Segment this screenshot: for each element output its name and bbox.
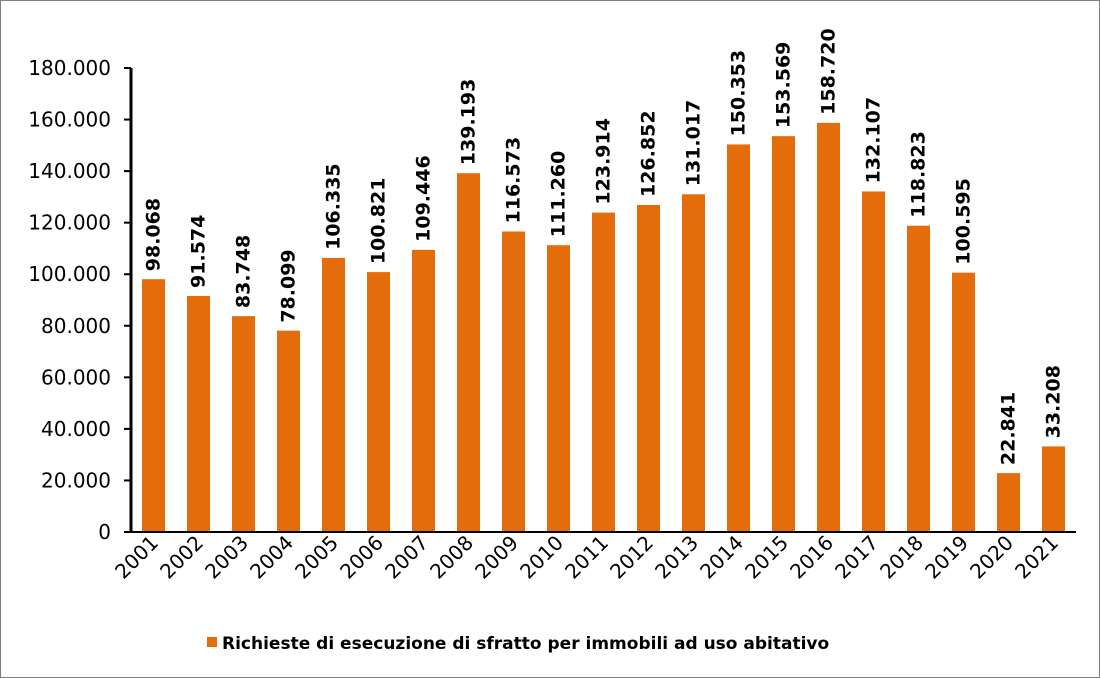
data-label: 158.720 [818, 28, 840, 115]
x-tick-label: 2009 [470, 531, 523, 584]
data-label: 100.595 [953, 178, 975, 265]
y-tick-label: 120.000 [28, 211, 111, 235]
data-label: 91.574 [188, 215, 210, 288]
data-label: 118.823 [908, 131, 930, 218]
y-tick-label: 180.000 [28, 56, 111, 80]
x-tick-label: 2019 [920, 531, 973, 584]
data-label: 139.193 [458, 79, 480, 166]
bar [637, 205, 660, 533]
bar [277, 330, 300, 532]
data-label: 153.569 [773, 42, 795, 129]
y-tick-label: 20.000 [41, 468, 111, 492]
bar [1042, 446, 1065, 532]
bar [187, 295, 210, 532]
y-tick-label: 60.000 [41, 365, 111, 389]
data-labels: 98.068 91.574 83.748 78.099 106.335 100.821 10… [143, 28, 1065, 465]
x-tick-label: 2021 [1010, 531, 1063, 584]
data-label: 131.017 [683, 100, 705, 187]
x-tick-label: 2003 [200, 531, 253, 584]
data-label: 98.068 [143, 198, 165, 271]
data-label: 100.821 [368, 178, 390, 265]
y-tick-label: 160.000 [28, 108, 111, 132]
bar [682, 194, 705, 533]
data-label: 150.353 [728, 50, 750, 137]
x-axis-tick-labels: 2001200220032004200520062007200820092010… [110, 531, 1063, 584]
bar [457, 173, 480, 532]
legend: Richieste di esecuzione di sfratto per i… [207, 634, 829, 654]
bar [367, 272, 390, 532]
bar [817, 122, 840, 533]
y-axis-tick-marks [124, 67, 131, 533]
legend-label: Richieste di esecuzione di sfratto per i… [222, 634, 829, 654]
y-tick-label: 0 [98, 520, 111, 544]
x-tick-label: 2018 [875, 531, 928, 584]
data-label: 116.573 [503, 137, 525, 224]
y-tick-label: 80.000 [41, 314, 111, 338]
x-tick-label: 2001 [110, 531, 163, 584]
bar [997, 473, 1020, 532]
y-axis-tick-labels: 0 20.000 40.000 60.000 80.000 100.000 120.000 1… [28, 56, 111, 544]
bar [412, 249, 435, 532]
y-tick-label: 140.000 [28, 159, 111, 183]
bar [772, 136, 795, 532]
data-label: 132.107 [863, 97, 885, 184]
x-tick-label: 2007 [380, 531, 433, 584]
x-tick-label: 2011 [560, 531, 613, 584]
bar [907, 225, 930, 532]
x-tick-label: 2015 [740, 531, 793, 584]
bar [952, 272, 975, 532]
legend-swatch [207, 637, 217, 647]
data-label: 83.748 [233, 235, 255, 308]
data-label: 33.208 [1043, 365, 1065, 438]
x-tick-label: 2013 [650, 531, 703, 584]
x-tick-label: 2020 [965, 531, 1018, 584]
bars [142, 122, 1065, 533]
x-tick-label: 2005 [290, 531, 343, 584]
bar [322, 257, 345, 532]
bar [502, 231, 525, 532]
bar [142, 279, 165, 532]
x-tick-label: 2010 [515, 531, 568, 584]
x-tick-label: 2016 [785, 531, 838, 584]
bar [592, 212, 615, 532]
x-tick-label: 2008 [425, 531, 478, 584]
x-tick-label: 2002 [155, 531, 208, 584]
x-tick-label: 2006 [335, 531, 388, 584]
bar [232, 316, 255, 532]
bar [547, 245, 570, 532]
data-label: 106.335 [323, 163, 345, 250]
x-tick-label: 2017 [830, 531, 883, 584]
data-label: 109.446 [413, 155, 435, 242]
x-tick-label: 2014 [695, 531, 748, 584]
data-label: 78.099 [278, 249, 300, 322]
x-tick-label: 2012 [605, 531, 658, 584]
data-label: 111.260 [548, 151, 570, 238]
x-tick-label: 2004 [245, 531, 298, 584]
data-label: 126.852 [638, 110, 660, 197]
y-tick-label: 100.000 [28, 262, 111, 286]
data-label: 123.914 [593, 118, 615, 205]
data-label: 22.841 [998, 392, 1020, 465]
bar [862, 191, 885, 532]
y-tick-label: 40.000 [41, 417, 111, 441]
bar [727, 144, 750, 532]
